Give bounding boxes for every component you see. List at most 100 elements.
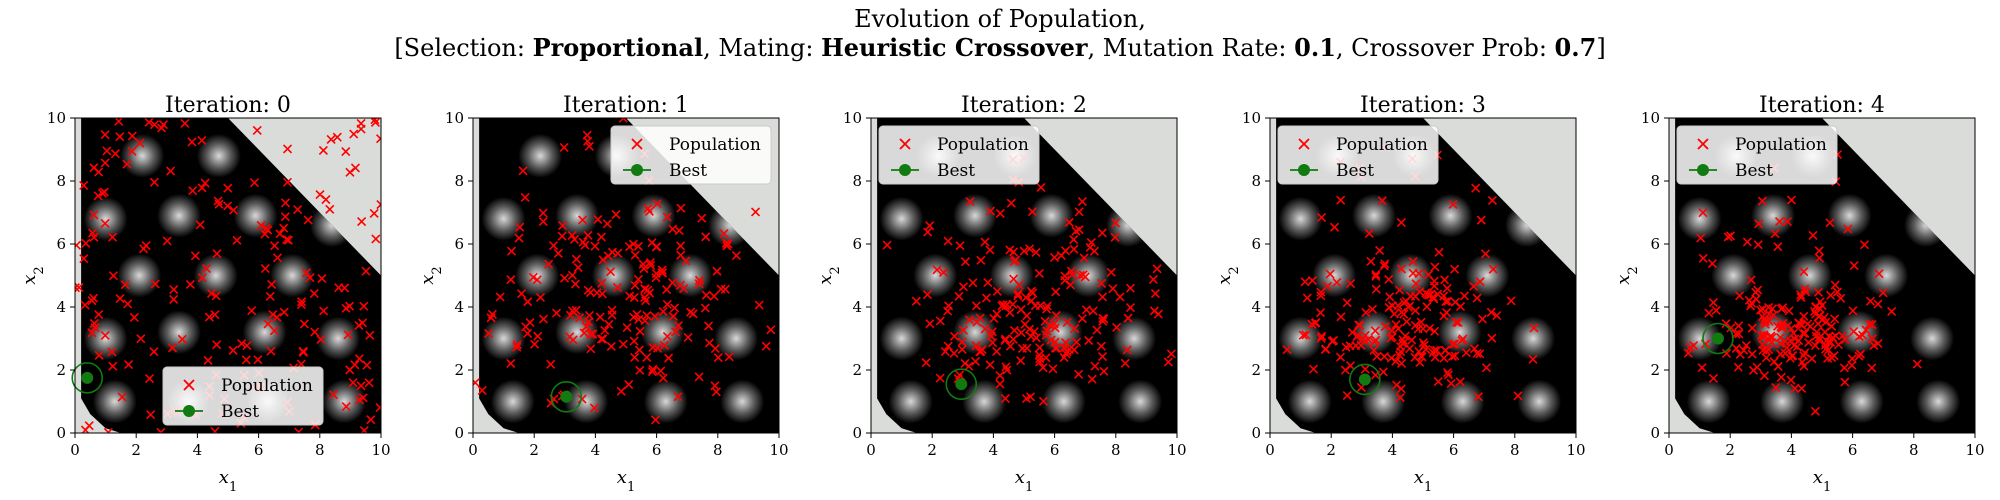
- population-marker: [651, 242, 661, 252]
- population-marker: [629, 292, 639, 303]
- population-marker: [370, 118, 380, 125]
- population-marker: [228, 345, 238, 355]
- population-marker: [538, 208, 548, 218]
- population-marker: [656, 366, 666, 376]
- panel-4: 0 2 4 6 8 10 0 2 4 6 8 10 Iteration: 4 x1 x2 Population…: [1613, 93, 1985, 495]
- population-marker: [1031, 247, 1041, 257]
- population-marker: [1375, 245, 1385, 256]
- population-marker: [506, 358, 516, 369]
- population-marker: [1776, 349, 1786, 359]
- population-marker: [1746, 275, 1756, 285]
- legend-best-symbol: [183, 405, 195, 417]
- population-marker: [1329, 222, 1340, 232]
- peak-glow: [120, 133, 165, 178]
- peak-glow: [196, 133, 241, 178]
- population-marker: [1008, 334, 1018, 344]
- x-tick-label: 0: [1664, 441, 1674, 459]
- population-marker: [354, 395, 364, 405]
- population-marker: [1360, 364, 1370, 374]
- population-marker: [1321, 344, 1331, 354]
- population-marker: [710, 381, 720, 391]
- peak-glow: [1361, 379, 1406, 424]
- population-marker: [1471, 183, 1481, 193]
- population-marker: [597, 278, 607, 288]
- population-marker: [1013, 291, 1023, 301]
- population-marker: [103, 427, 113, 433]
- population-marker: [676, 241, 686, 251]
- population-marker: [1336, 195, 1346, 205]
- population-marker: [1859, 240, 1870, 250]
- panel-2: 0 2 4 6 8 10 0 2 4 6 8 10 Iteration: 2 x1 x2 Population…: [815, 93, 1187, 495]
- population-marker: [318, 145, 328, 156]
- population-marker: [1282, 345, 1292, 355]
- peak-glow: [316, 316, 361, 361]
- population-marker: [1697, 363, 1707, 373]
- population-marker: [1329, 335, 1339, 345]
- legend-population-label: Population: [669, 135, 761, 155]
- population-marker: [1123, 313, 1133, 323]
- population-marker: [1380, 321, 1390, 332]
- population-marker: [1840, 377, 1850, 387]
- population-marker: [1048, 364, 1058, 374]
- population-marker: [213, 196, 223, 206]
- population-marker: [195, 220, 205, 230]
- population-marker: [520, 192, 530, 202]
- population-marker: [1822, 353, 1833, 363]
- population-marker: [1814, 253, 1825, 263]
- population-marker: [1757, 312, 1768, 322]
- population-marker: [1867, 363, 1877, 373]
- population-marker: [317, 273, 327, 284]
- legend-population-label: Population: [1336, 135, 1428, 155]
- population-marker: [1042, 304, 1052, 314]
- population-marker: [1698, 253, 1708, 263]
- population-marker: [1487, 333, 1497, 343]
- population-marker: [1733, 362, 1743, 372]
- peak-glow: [1118, 379, 1163, 424]
- population-marker: [362, 360, 372, 370]
- population-marker: [1747, 323, 1757, 333]
- population-marker: [632, 309, 642, 320]
- population-marker: [992, 346, 1002, 357]
- population-marker: [223, 201, 233, 211]
- population-marker: [1122, 345, 1132, 355]
- panel-title: Iteration: 2: [961, 93, 1087, 118]
- population-marker: [1689, 341, 1699, 351]
- peak-glow: [1711, 253, 1756, 298]
- population-marker: [1747, 349, 1757, 359]
- population-marker: [127, 131, 137, 141]
- population-marker: [1455, 377, 1465, 387]
- population-marker: [593, 214, 603, 224]
- population-marker: [228, 205, 239, 215]
- population-marker: [1476, 215, 1486, 225]
- panel-title: Iteration: 4: [1759, 93, 1885, 118]
- plot-frame: [870, 117, 1178, 434]
- population-marker: [114, 118, 124, 126]
- population-marker: [584, 317, 594, 327]
- title-selection: Proportional: [533, 33, 703, 62]
- population-marker: [280, 198, 291, 208]
- y-tick-label: 6: [1650, 235, 1660, 253]
- population-marker: [1473, 392, 1483, 402]
- best-ring: [945, 368, 978, 400]
- population-marker: [1317, 331, 1327, 341]
- population-marker: [1770, 229, 1780, 239]
- population-marker: [1384, 274, 1394, 284]
- population-marker: [1013, 289, 1023, 299]
- peak-glow: [1352, 193, 1397, 238]
- population-marker: [1469, 281, 1479, 291]
- population-marker: [1026, 296, 1037, 306]
- population-marker: [1797, 383, 1807, 393]
- population-marker: [712, 266, 722, 276]
- population-marker: [925, 221, 935, 231]
- population-marker: [1416, 317, 1426, 327]
- population-marker: [212, 249, 222, 259]
- population-marker: [635, 365, 645, 375]
- population-marker: [94, 350, 104, 360]
- population-marker: [533, 331, 543, 341]
- population-marker: [100, 218, 110, 229]
- population-marker: [1336, 312, 1346, 322]
- population-marker: [750, 207, 761, 217]
- population-marker: [1414, 268, 1424, 279]
- population-marker: [1826, 290, 1836, 300]
- population-marker: [1035, 343, 1045, 353]
